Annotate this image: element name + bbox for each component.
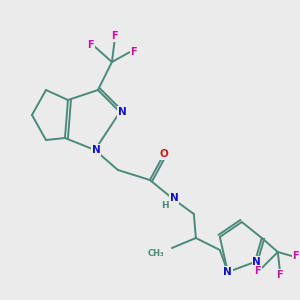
Text: N: N — [252, 257, 261, 267]
Text: F: F — [88, 40, 94, 50]
Text: H: H — [161, 202, 169, 211]
Text: F: F — [254, 266, 261, 276]
Text: F: F — [130, 47, 137, 57]
Text: N: N — [118, 107, 126, 117]
Text: CH₃: CH₃ — [147, 248, 164, 257]
Text: F: F — [112, 31, 118, 41]
Text: F: F — [277, 270, 283, 280]
Text: N: N — [92, 145, 100, 155]
Text: F: F — [292, 251, 299, 261]
Text: O: O — [160, 149, 168, 159]
Text: N: N — [224, 267, 232, 277]
Text: N: N — [169, 193, 178, 203]
